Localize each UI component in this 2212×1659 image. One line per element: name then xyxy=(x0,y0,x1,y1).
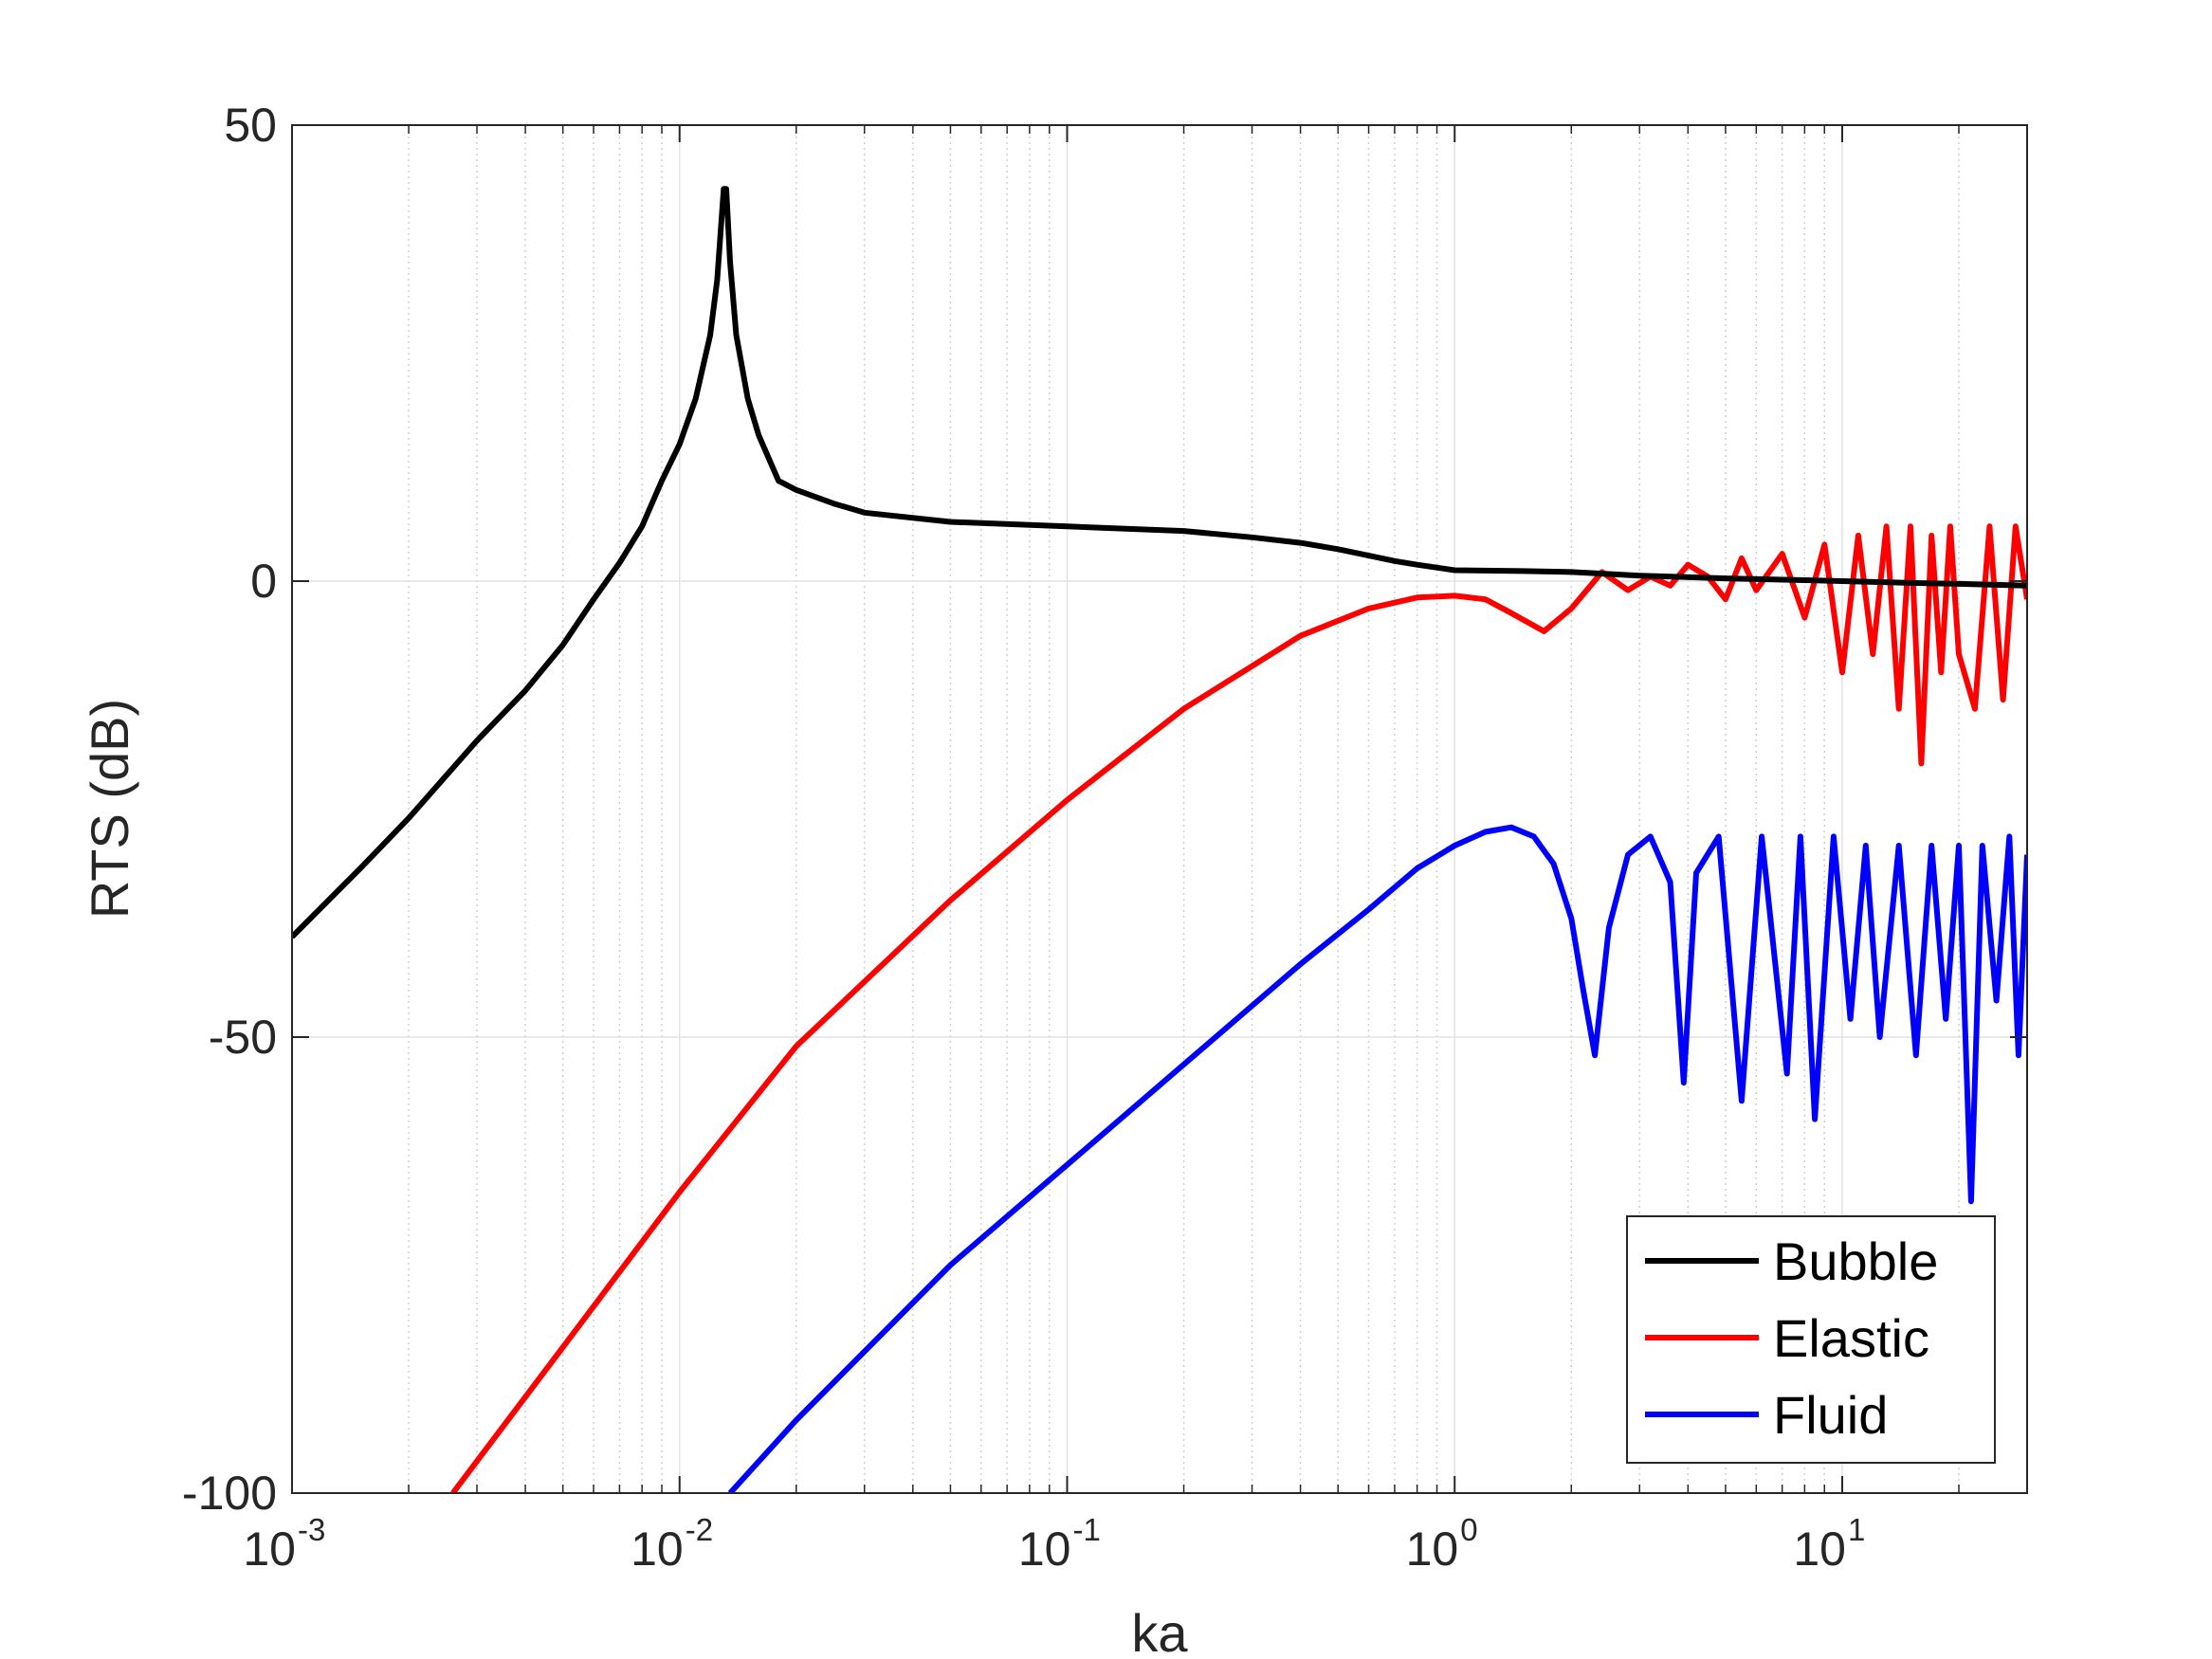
series-line-elastic xyxy=(450,523,2027,1493)
series-line-fluid xyxy=(727,824,2027,1493)
x-tick-label-base: 10 xyxy=(243,1522,296,1576)
y-axis-label: RTS (dB) xyxy=(80,699,139,919)
x-tick-label: 10 -3 xyxy=(243,1512,325,1576)
x-tick-label-exponent: 0 xyxy=(1460,1512,1477,1547)
x-tick-label-exponent: -1 xyxy=(1072,1512,1100,1547)
y-tick-label: -100 xyxy=(182,1467,277,1520)
x-tick-label-exponent: 1 xyxy=(1848,1512,1865,1547)
grid-lines xyxy=(292,125,2027,1493)
y-tick-label: 50 xyxy=(224,99,277,152)
x-tick-label: 10 -1 xyxy=(1018,1512,1101,1576)
legend-label-elastic: Elastic xyxy=(1773,1308,1929,1368)
x-axis-label: ka xyxy=(1131,1603,1188,1659)
y-tick-label: 0 xyxy=(250,555,277,608)
x-tick-label-base: 10 xyxy=(1793,1522,1846,1576)
x-tick-label: 10 -2 xyxy=(631,1512,713,1576)
series-line-bubble xyxy=(292,186,2027,939)
x-tick-label: 10 1 xyxy=(1793,1512,1865,1576)
x-tick-label-exponent: -3 xyxy=(298,1512,325,1547)
x-tick-label-base: 10 xyxy=(1406,1522,1459,1576)
y-tick-label: -50 xyxy=(209,1011,277,1064)
tick-marks xyxy=(291,124,2027,1494)
x-tick-label-base: 10 xyxy=(1018,1522,1071,1576)
plot-frame xyxy=(291,124,2028,1494)
legend-label-fluid: Fluid xyxy=(1773,1385,1888,1445)
legend-label-bubble: Bubble xyxy=(1773,1231,1938,1291)
legend: Bubble Elastic Fluid xyxy=(1626,1215,1996,1464)
x-tick-label: 10 0 xyxy=(1406,1512,1478,1576)
x-tick-label-base: 10 xyxy=(631,1522,684,1576)
series-layer xyxy=(292,186,2027,1493)
x-tick-label-exponent: -2 xyxy=(686,1512,713,1547)
